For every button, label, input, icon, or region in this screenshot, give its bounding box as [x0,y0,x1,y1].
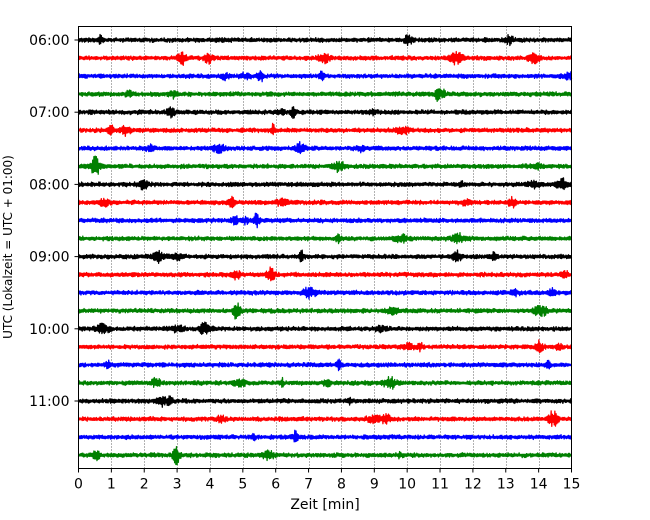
trace-0645 [77,88,573,103]
trace-0700 [77,106,573,119]
x-tick-label: 6 [271,477,280,493]
trace-0900 [77,249,573,264]
trace-1145 [77,446,573,466]
y-tick-label: 07:00 [29,105,69,121]
trace-0915 [77,266,573,282]
trace-0745 [77,155,573,175]
x-tick-label: 4 [206,477,215,493]
trace-1045 [77,375,573,390]
y-tick-label: 08:00 [29,177,69,193]
x-tick-label: 14 [530,477,548,493]
trace-1130 [77,429,573,443]
x-tick-label: 9 [370,477,379,493]
x-tick-label: 15 [563,477,581,493]
axis-ticks: 0 1 2 3 4 5 6 7 8 9 10 11 12 13 14 1506:0007:0008:0009:… [29,33,580,493]
trace-1115 [77,410,573,428]
x-tick-label: 10 [398,477,416,493]
trace-1100 [77,395,573,408]
x-tick-label: 5 [238,477,247,493]
seismic-traces [77,33,573,466]
x-tick-label: 11 [431,477,449,493]
trace-1000 [77,321,573,336]
trace-0715 [77,122,573,137]
trace-1015 [77,339,573,354]
x-tick-label: 3 [173,477,182,493]
trace-0600 [77,33,573,47]
trace-0615 [77,50,573,66]
trace-0730 [77,141,573,155]
x-axis-label: Zeit [min] [290,497,359,513]
trace-0815 [77,195,573,209]
x-tick-label: 13 [497,477,515,493]
trace-0800 [77,177,573,191]
trace-0930 [77,286,573,300]
trace-0630 [77,70,573,83]
trace-1030 [77,358,573,372]
x-tick-label: 12 [464,477,482,493]
x-tick-label: 8 [337,477,346,493]
y-tick-label: 06:00 [29,33,69,49]
x-tick-label: 1 [107,477,116,493]
x-tick-label: 2 [140,477,149,493]
x-tick-label: 0 [74,477,83,493]
y-tick-label: 09:00 [29,250,69,266]
plot-frame [78,26,572,469]
y-tick-label: 10:00 [29,322,69,338]
x-tick-label: 7 [304,477,313,493]
y-axis-label: UTC (Lokalzeit = UTC + 01:00) [1,155,15,339]
trace-0845 [77,231,573,245]
trace-0945 [77,302,573,320]
y-tick-label: 11:00 [29,394,69,410]
trace-0830 [77,212,573,229]
